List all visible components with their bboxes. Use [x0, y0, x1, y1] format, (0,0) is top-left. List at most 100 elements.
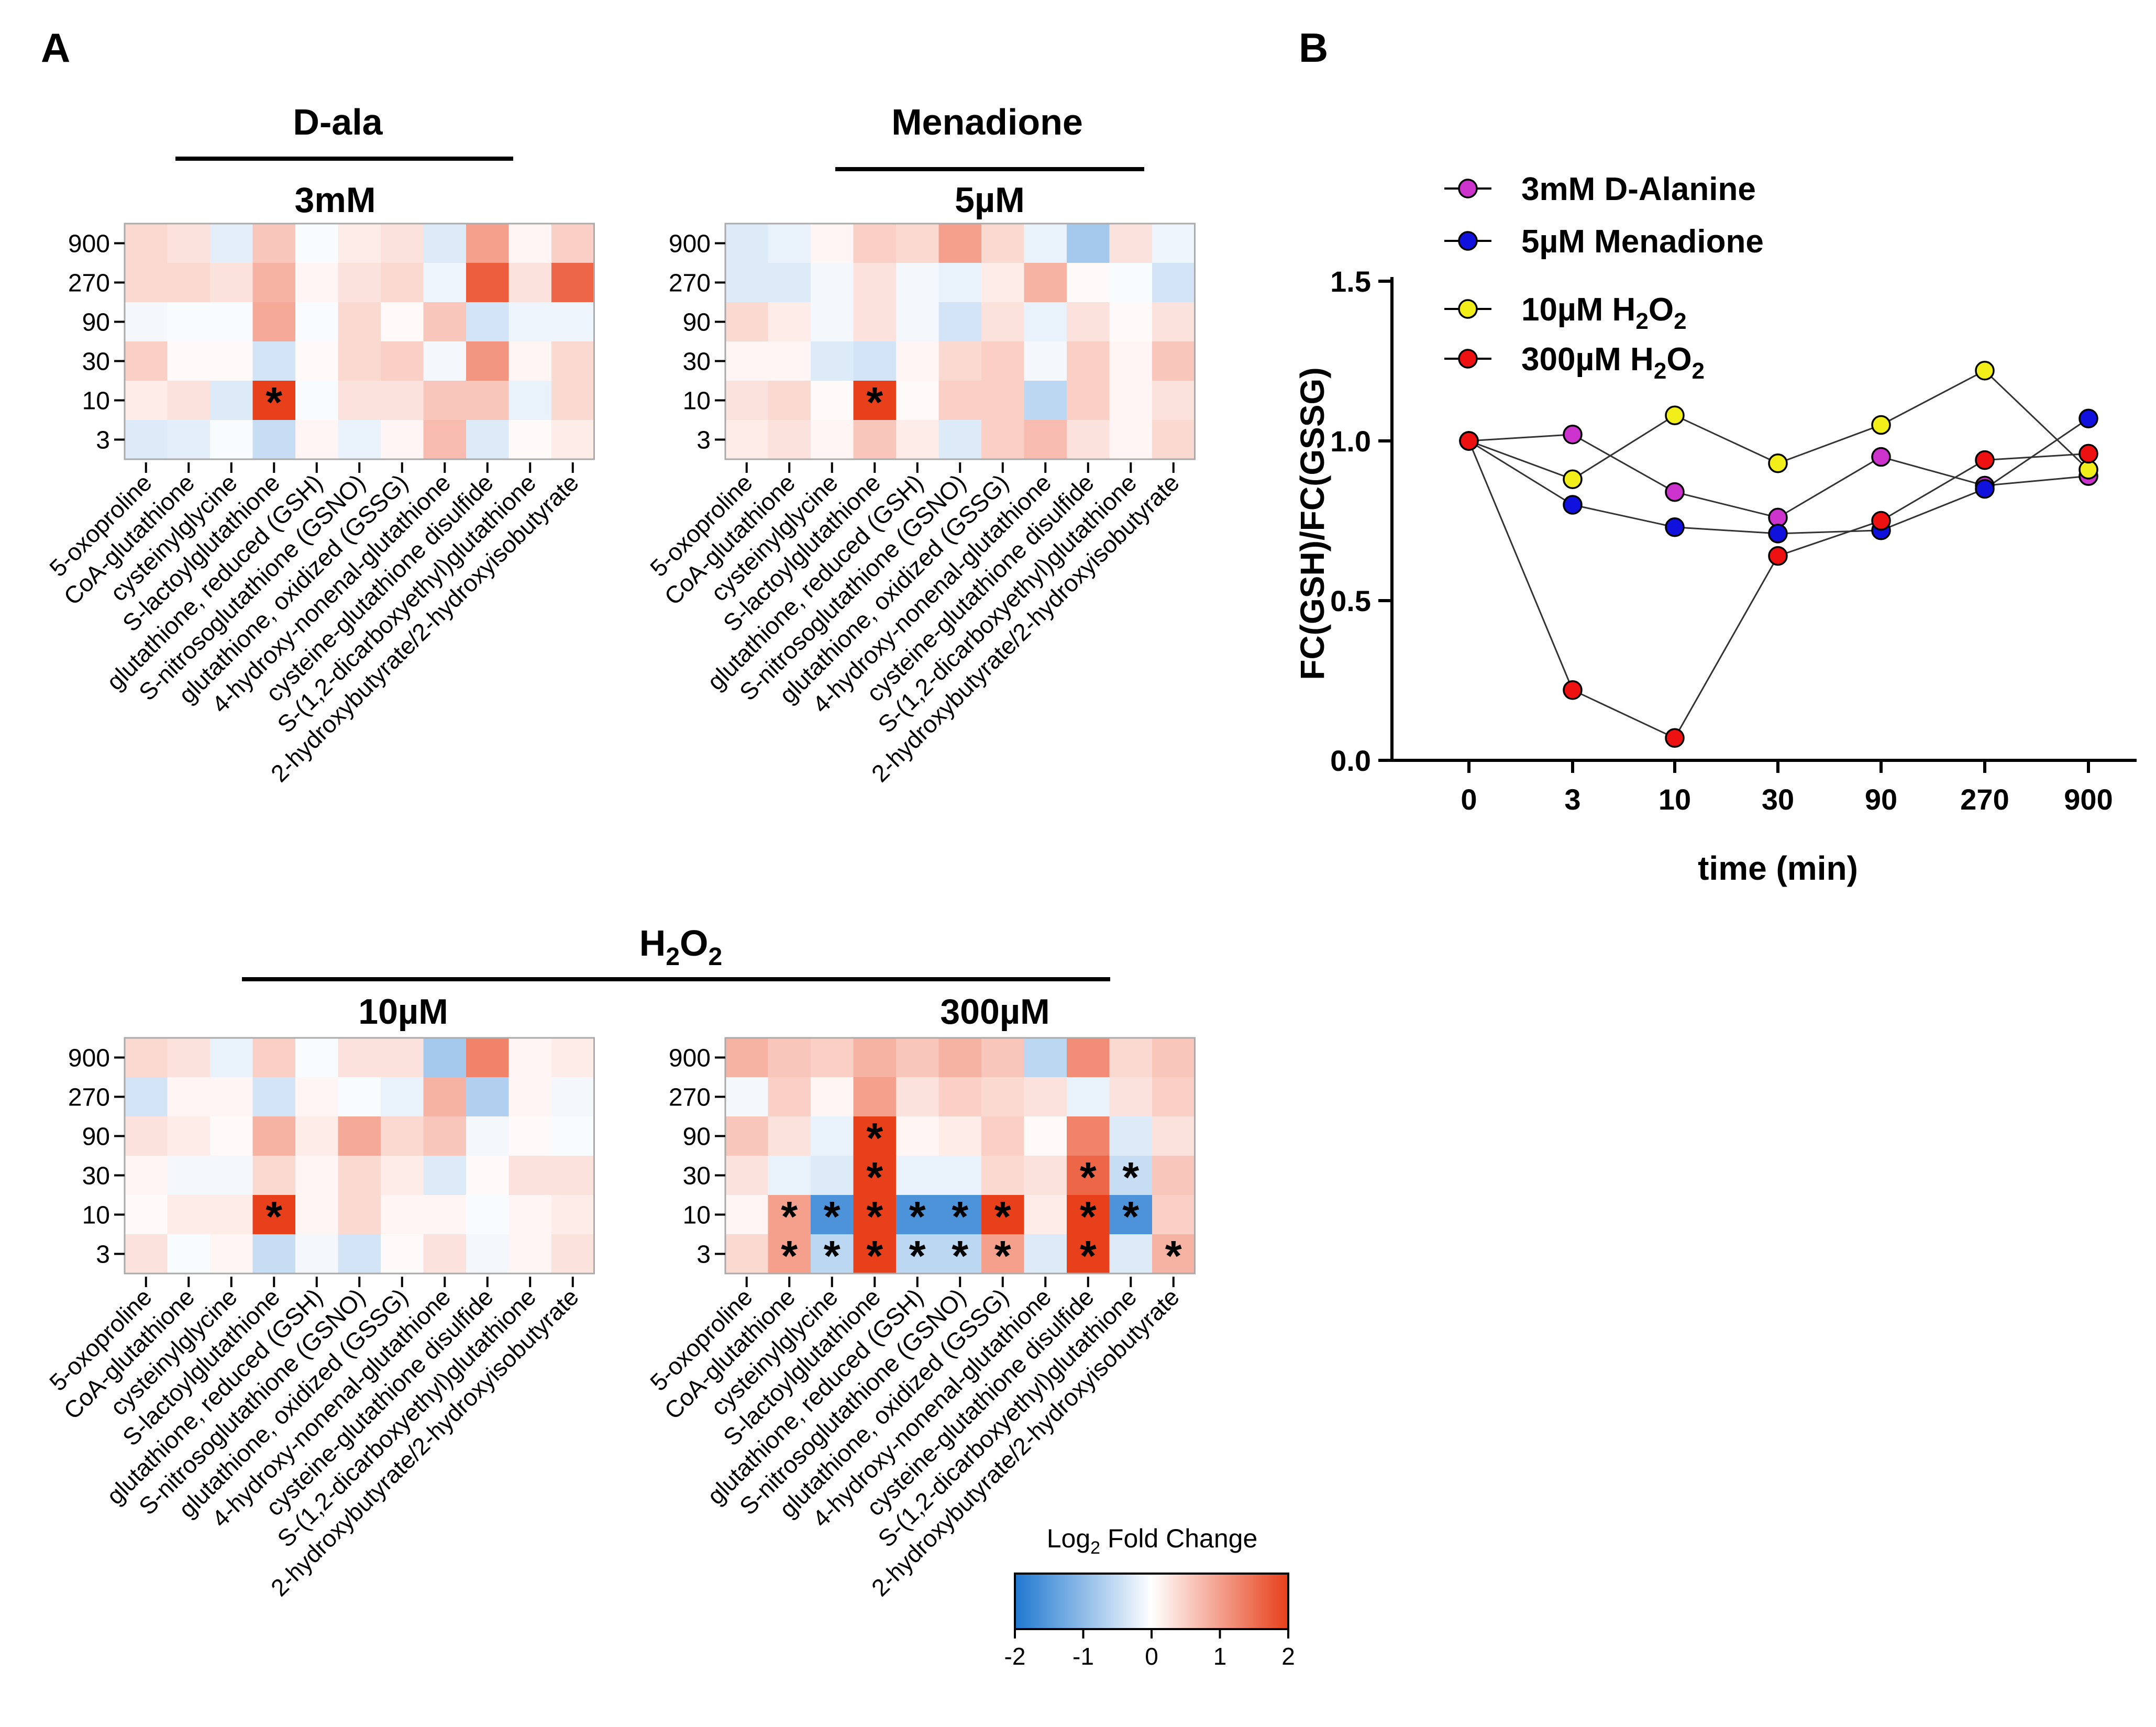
heatmap-cell [768, 381, 811, 420]
row-label: 30 [82, 1163, 110, 1190]
heatmap-cell [981, 1156, 1025, 1195]
heatmap-cell [768, 1038, 811, 1078]
heatmap-cell [811, 341, 854, 381]
significance-star: * [952, 1193, 968, 1241]
heatmap-cell [167, 1234, 211, 1274]
series-point [1563, 495, 1583, 515]
heatmap-cell [423, 302, 467, 342]
series-point [1975, 450, 1995, 470]
heatmap-cell [725, 381, 769, 420]
heatmap-cell [423, 420, 467, 460]
x-tick-label: 0 [1461, 783, 1477, 816]
heatmap-cell [981, 1234, 1025, 1274]
heatmap-cell [725, 302, 769, 342]
legend-marker [1458, 349, 1478, 369]
heatmap-frame [724, 1037, 1196, 1275]
heatmap-cell [1109, 1116, 1153, 1156]
heatmap-cell [725, 341, 769, 381]
heatmap-cell [508, 1156, 552, 1195]
row-label: 90 [683, 309, 711, 337]
heatmap-cell [768, 1156, 811, 1195]
row-label: 900 [68, 1045, 110, 1072]
heatmap-cell [725, 224, 769, 263]
heatmap-cell [381, 420, 424, 460]
heatmap-cell [338, 1077, 381, 1117]
heatmap-cell [167, 263, 211, 303]
heatmap-cell [466, 1156, 510, 1195]
heatmap-cell [125, 1038, 168, 1078]
heatmap-cell [1067, 1195, 1110, 1235]
heatmap-cell [167, 302, 211, 342]
heatmap-cell [1152, 341, 1196, 381]
heatmap-cell [167, 1116, 211, 1156]
heatmap-cell [295, 1038, 339, 1078]
heatmap-cell [938, 224, 982, 263]
heatmap-cell [167, 381, 211, 420]
heatmap-cell [853, 1038, 897, 1078]
heatmap-cell [423, 1234, 467, 1274]
heatmap-cell [210, 224, 253, 263]
row-label: 10 [82, 388, 110, 415]
heatmap-cell [1067, 1116, 1110, 1156]
heatmap-cell [853, 381, 897, 420]
heatmap-cell [725, 1195, 769, 1235]
x-axis-title: time (min) [1698, 849, 1858, 887]
heatmap-cell [1024, 224, 1067, 263]
heatmap-cell [853, 263, 897, 303]
heatmap-cell [725, 1116, 769, 1156]
heatmap-cell [252, 381, 296, 420]
heatmap-cell [551, 1077, 595, 1117]
y-axis-title: FC(GSH)/FC(GSSG) [1293, 367, 1331, 680]
heatmap-cell [338, 1116, 381, 1156]
heatmap-cell [1152, 381, 1196, 420]
colorbar-title: Log2 Fold Change [1047, 1524, 1258, 1558]
x-tick-label: 30 [1762, 783, 1794, 816]
heatmap-cell [381, 1038, 424, 1078]
heatmap-cell [338, 302, 381, 342]
significance-star: * [866, 379, 883, 427]
heatmap-cell [1152, 224, 1196, 263]
y-tick-label: 0.0 [1330, 744, 1371, 777]
legend-marker [1458, 179, 1478, 198]
colorbar-tick-label: 0 [1145, 1643, 1158, 1670]
significance-star: * [866, 1233, 883, 1280]
heatmap-cell [1067, 224, 1110, 263]
series-point [1768, 453, 1788, 473]
heatmap-cell [295, 224, 339, 263]
heatmap-cell [896, 224, 939, 263]
heatmap-cell [423, 1038, 467, 1078]
heatmap-cell [896, 1038, 939, 1078]
significance-star: * [866, 1115, 883, 1163]
x-tick-label: 90 [1865, 783, 1897, 816]
heatmap-cell [896, 1234, 939, 1274]
colorbar-gradient [1014, 1573, 1289, 1630]
series-point [1871, 447, 1891, 467]
significance-star: * [824, 1193, 841, 1241]
row-label: 900 [669, 230, 711, 258]
row-label: 270 [669, 270, 711, 297]
row-label: 90 [82, 309, 110, 337]
heatmap-cell [466, 263, 510, 303]
series-point [1563, 425, 1583, 445]
heatmap-cell [338, 263, 381, 303]
heatmap-cell [210, 381, 253, 420]
significance-star: * [824, 1233, 841, 1280]
heatmap-cell [981, 302, 1025, 342]
heatmap-cell [466, 1038, 510, 1078]
significance-star: * [781, 1193, 798, 1241]
heatmap-cell [1024, 1156, 1067, 1195]
heatmap-cell [381, 1077, 424, 1117]
heatmap-cell [508, 1116, 552, 1156]
heatmap-cell [252, 302, 296, 342]
heatmap-frame [124, 1037, 595, 1275]
heatmap-cell [981, 224, 1025, 263]
heatmap-title: 5µM [955, 180, 1025, 220]
heatmap-cell [295, 263, 339, 303]
heatmap-cell [210, 420, 253, 460]
heatmap-cell [811, 1156, 854, 1195]
heatmap-cell [381, 381, 424, 420]
heatmap-cell [210, 302, 253, 342]
heatmap-cell [811, 1234, 854, 1274]
heatmap-cell [125, 1156, 168, 1195]
heatmap-cell [1152, 420, 1196, 460]
